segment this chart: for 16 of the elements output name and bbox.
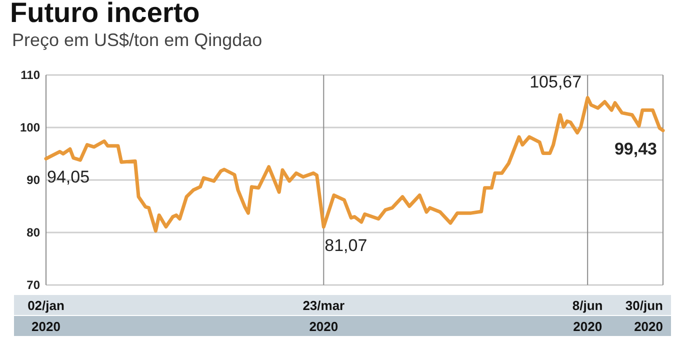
line-series bbox=[44, 96, 665, 233]
x-tick-label: 8/jun 2020 bbox=[572, 298, 603, 334]
y-tick-label: 80 bbox=[26, 226, 40, 240]
y-tick-label: 90 bbox=[26, 173, 40, 188]
chart-subtitle: Preço em US$/ton em Qingdao bbox=[12, 30, 262, 50]
annotation: 105,67 bbox=[530, 72, 582, 92]
y-tick-label: 110 bbox=[20, 68, 40, 82]
chart-title: Futuro incerto bbox=[10, 0, 200, 28]
annotation: 94,05 bbox=[47, 168, 90, 187]
annotation: 81,07 bbox=[324, 236, 368, 255]
y-tick-label: 70 bbox=[26, 278, 40, 292]
x-tick-label: 02/jan 2020 bbox=[28, 298, 64, 334]
y-tick-label: 100 bbox=[20, 120, 40, 135]
x-tick-label: 23/mar 2020 bbox=[302, 298, 345, 334]
annotation: 99,43 bbox=[614, 139, 657, 158]
x-tick-label: 30/jun 2020 bbox=[625, 298, 664, 334]
